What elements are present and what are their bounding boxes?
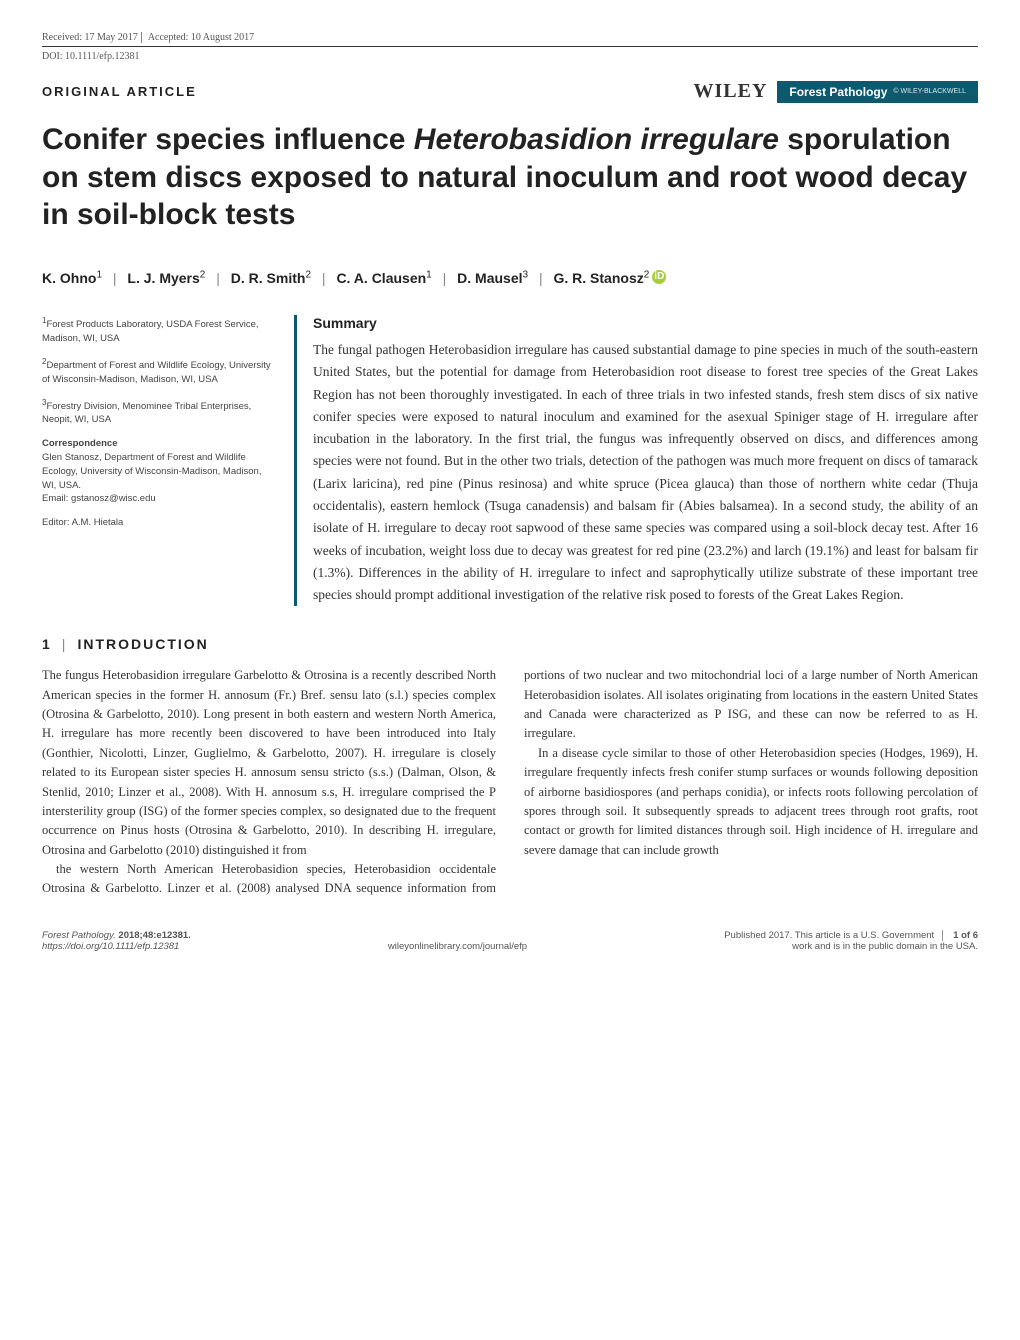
affiliation: 2Department of Forest and Wildlife Ecolo… [42, 356, 272, 387]
page-footer: Forest Pathology. 2018;48:e12381. https:… [42, 923, 978, 952]
footer-url[interactable]: wileyonlinelibrary.com/journal/efp [388, 941, 527, 952]
author: C. A. Clausen1 [336, 270, 431, 286]
publisher-block: WILEY Forest Pathology © WILEY-BLACKWELL [693, 80, 978, 103]
correspondence-email[interactable]: Email: gstanosz@wisc.edu [42, 493, 156, 504]
summary-box: Summary The fungal pathogen Heterobasidi… [294, 315, 978, 606]
correspondence-heading: Correspondence [42, 438, 118, 449]
journal-badge: Forest Pathology © WILEY-BLACKWELL [777, 81, 978, 103]
summary-body: The fungal pathogen Heterobasidion irreg… [313, 339, 978, 606]
correspondence-block: Correspondence Glen Stanosz, Department … [42, 437, 272, 506]
author: L. J. Myers2 [127, 270, 205, 286]
author: G. R. Stanosz2iD [554, 270, 667, 286]
doi: DOI: 10.1111/efp.12381 [42, 51, 978, 62]
author: D. R. Smith2 [231, 270, 311, 286]
author: K. Ohno1 [42, 270, 102, 286]
section-number: 1 [42, 636, 52, 652]
footer-citation: Forest Pathology. 2018;48:e12381. https:… [42, 930, 191, 952]
badge-sub: © WILEY-BLACKWELL [893, 88, 966, 95]
correspondence-text: Glen Stanosz, Department of Forest and W… [42, 452, 261, 491]
body-paragraph: In a disease cycle similar to those of o… [524, 744, 978, 860]
article-header: ORIGINAL ARTICLE WILEY Forest Pathology … [42, 80, 978, 103]
affiliations-sidebar: 1Forest Products Laboratory, USDA Forest… [42, 315, 272, 606]
author: D. Mausel3 [457, 270, 528, 286]
article-title: Conifer species influence Heterobasidion… [42, 121, 978, 234]
section-heading: 1|INTRODUCTION [42, 636, 978, 652]
author-list: K. Ohno1 | L. J. Myers2 | D. R. Smith2 |… [42, 268, 978, 290]
article-type: ORIGINAL ARTICLE [42, 84, 197, 99]
summary-heading: Summary [313, 315, 978, 331]
affiliation: 3Forestry Division, Menominee Tribal Ent… [42, 397, 272, 428]
footer-doi-url[interactable]: https://doi.org/10.1111/efp.12381 [42, 941, 179, 952]
editor-note: Editor: A.M. Hietala [42, 516, 272, 530]
top-meta: Received: 17 May 2017 Accepted: 10 Augus… [42, 32, 978, 47]
accepted-date: Accepted: 10 August 2017 [141, 32, 254, 43]
body-paragraph: The fungus Heterobasidion irregulare Gar… [42, 666, 496, 860]
received-date: Received: 17 May 2017 [42, 32, 138, 43]
affiliation: 1Forest Products Laboratory, USDA Forest… [42, 315, 272, 346]
journal-name: Forest Pathology [789, 85, 887, 99]
section-title: INTRODUCTION [77, 636, 208, 652]
wiley-logo: WILEY [693, 80, 767, 103]
footer-copyright: Published 2017. This article is a U.S. G… [724, 930, 978, 952]
body-text: The fungus Heterobasidion irregulare Gar… [42, 666, 978, 899]
orcid-icon[interactable]: iD [652, 270, 666, 284]
